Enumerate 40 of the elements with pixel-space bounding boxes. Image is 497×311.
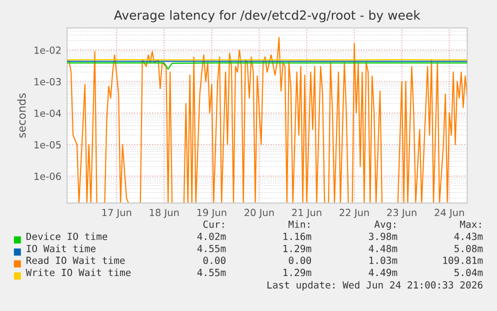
- legend-label: Write IO Wait time: [26, 268, 131, 276]
- x-tick-label: 24 Jun: [434, 208, 464, 218]
- text: 1.29m: [284, 244, 312, 252]
- text: 1.16m: [284, 232, 312, 240]
- y-tick-label: 1e-06: [34, 172, 61, 180]
- x-tick-label: 17 Jun: [102, 208, 132, 218]
- y-tick-label: 1e-02: [34, 46, 61, 54]
- x-tick-label: 19 Jun: [197, 208, 226, 218]
- text: Min:: [288, 220, 310, 228]
- x-tick-label: 22 Jun: [340, 208, 369, 218]
- text: 5.08m: [454, 244, 483, 252]
- x-tick-label: 23 Jun: [387, 208, 416, 218]
- text: Max:: [460, 220, 481, 228]
- text: 4.55m: [197, 268, 226, 276]
- x-tick-label: 20 Jun: [244, 208, 274, 218]
- text: 109.81m: [443, 256, 483, 264]
- text: 3.98m: [368, 232, 398, 240]
- text: 4.43m: [454, 232, 483, 240]
- text: 0.00: [203, 256, 226, 264]
- legend-label: Device IO time: [26, 232, 108, 240]
- text: 5.04m: [454, 268, 483, 276]
- text: Cur:: [203, 220, 224, 228]
- x-tick-label: 18 Jun: [150, 208, 179, 218]
- x-tick-label: 21 Jun: [292, 208, 322, 218]
- text: 4.02m: [197, 232, 226, 240]
- text: 1.03m: [370, 256, 398, 264]
- text: Last update: Wed Jun 24 21:00:33 2026: [268, 281, 482, 290]
- y-axis-title: seconds: [17, 93, 26, 138]
- y-tick-label: 1e-03: [34, 78, 61, 86]
- chart-title: Average latency for /dev/etcd2-vg/root - by week: [114, 10, 420, 22]
- text: 4.48m: [368, 244, 398, 252]
- y-tick-label: 1e-05: [34, 141, 61, 148]
- text: 1.29m: [284, 268, 312, 276]
- text: 4.55m: [197, 244, 226, 252]
- text: Avg:: [374, 220, 396, 230]
- legend-label: Read IO Wait time: [26, 256, 125, 264]
- text: 0.00: [288, 256, 311, 264]
- y-tick-label: 1e-04: [34, 110, 61, 117]
- text: 4.49m: [368, 268, 398, 276]
- legend-label: IO Wait time: [26, 244, 96, 252]
